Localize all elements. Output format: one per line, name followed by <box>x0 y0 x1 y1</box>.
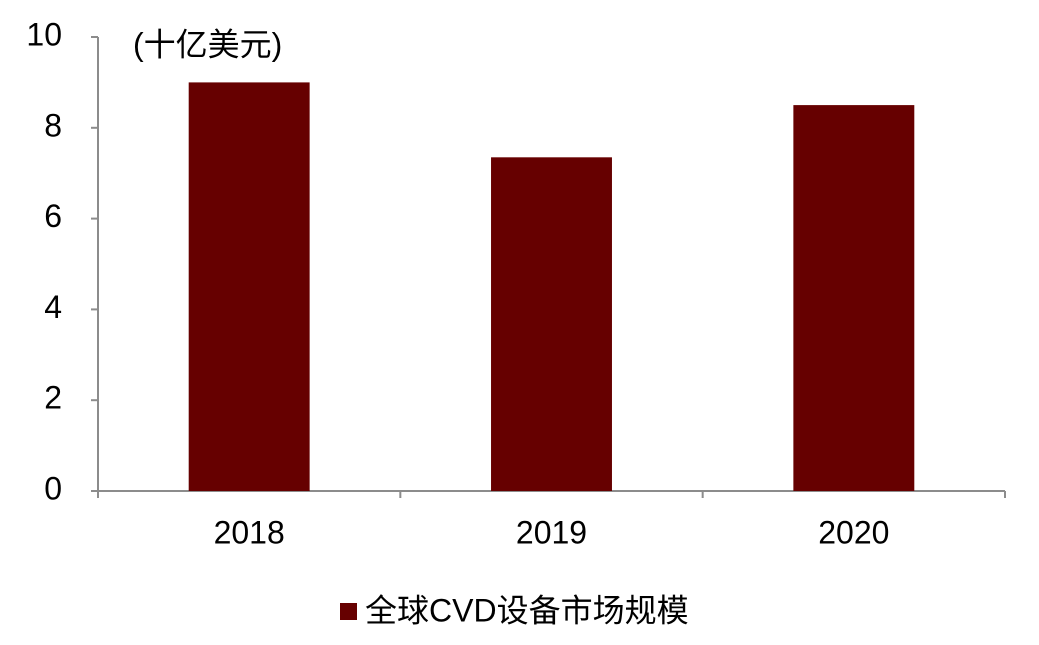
bar <box>188 82 310 492</box>
bar <box>491 157 612 491</box>
bar <box>793 105 915 491</box>
y-tick-label: 10 <box>26 16 62 52</box>
x-tick-label: 2018 <box>214 514 285 550</box>
y-tick-label: 6 <box>44 198 62 234</box>
legend-swatch <box>340 603 357 620</box>
y-tick-label: 0 <box>44 470 62 506</box>
y-tick-label: 4 <box>44 289 62 325</box>
x-tick-label: 2019 <box>516 514 587 550</box>
y-tick-label: 2 <box>44 380 62 416</box>
y-tick-label: 8 <box>44 107 62 143</box>
x-tick-label: 2020 <box>818 514 889 550</box>
legend-label: 全球CVD设备市场规模 <box>365 592 689 628</box>
y-axis-label: (十亿美元) <box>133 26 282 62</box>
